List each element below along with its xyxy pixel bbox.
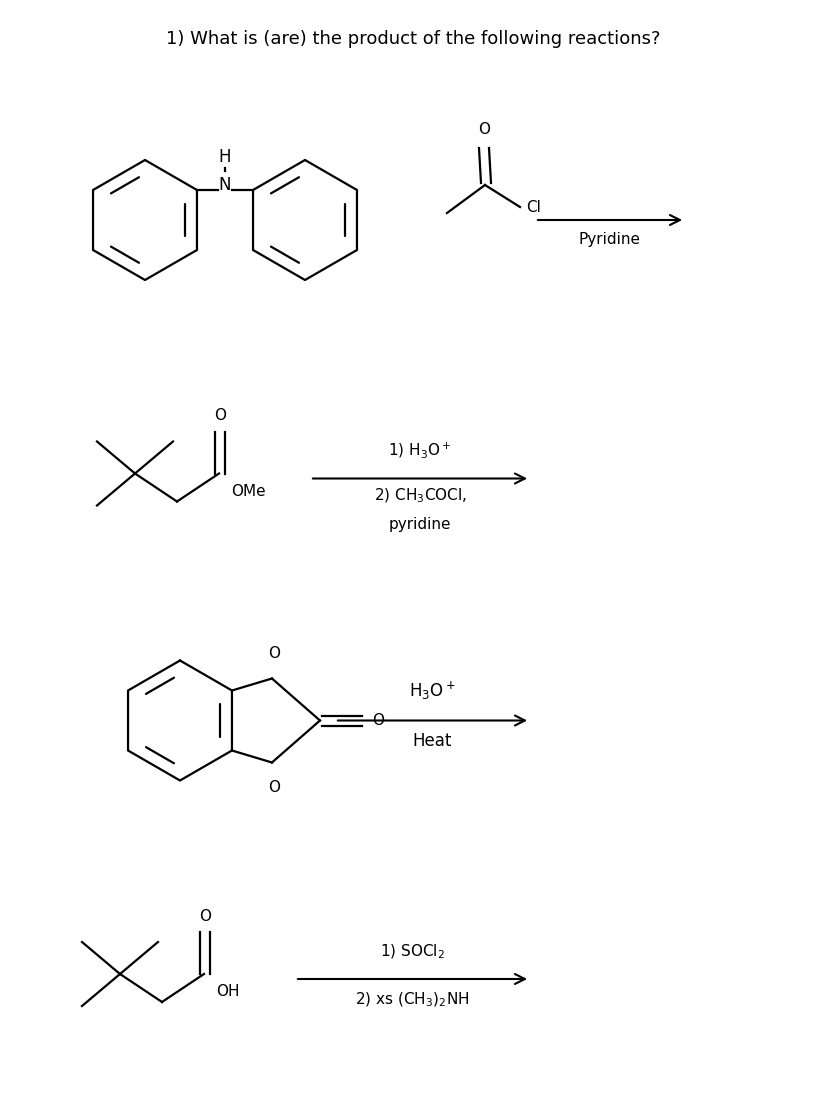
Text: O: O [199, 909, 211, 924]
Text: O: O [214, 408, 226, 424]
Text: Heat: Heat [413, 733, 452, 750]
Text: Cl: Cl [526, 199, 541, 214]
Text: 1) H$_3$O$^+$: 1) H$_3$O$^+$ [389, 441, 452, 461]
Text: O: O [372, 713, 384, 728]
Text: Pyridine: Pyridine [579, 232, 641, 248]
Text: O: O [268, 646, 280, 660]
Text: O: O [478, 122, 490, 138]
Text: H: H [219, 148, 232, 166]
Text: pyridine: pyridine [389, 517, 452, 531]
Text: 2) xs (CH$_3$)$_2$NH: 2) xs (CH$_3$)$_2$NH [355, 991, 469, 1010]
Text: 2) CH$_3$COCl,: 2) CH$_3$COCl, [374, 486, 466, 505]
Text: OH: OH [216, 984, 240, 1000]
Text: O: O [268, 781, 280, 795]
Text: H$_3$O$^+$: H$_3$O$^+$ [409, 680, 456, 703]
Text: 1) SOCl$_2$: 1) SOCl$_2$ [380, 943, 444, 961]
Text: 1) What is (are) the product of the following reactions?: 1) What is (are) the product of the foll… [165, 30, 660, 48]
Text: OMe: OMe [231, 484, 265, 499]
Text: N: N [219, 176, 232, 194]
